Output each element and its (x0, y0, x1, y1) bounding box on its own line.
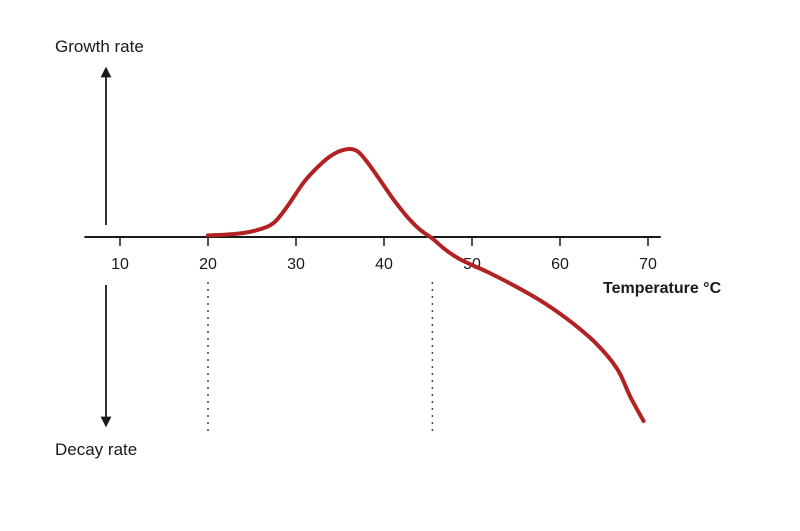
x-tick-label-10: 10 (111, 256, 129, 273)
series-line-0 (206, 146, 646, 423)
dotted-markers (207, 282, 434, 434)
x-tick-label-60: 60 (551, 256, 569, 273)
y-label-decay: Decay rate (55, 440, 137, 459)
x-tick-label-40: 40 (375, 256, 393, 273)
series-curves (206, 146, 646, 423)
x-tick-label-30: 30 (287, 256, 305, 273)
x-ticks: 10 20 30 40 50 60 70 (111, 237, 657, 273)
x-tick-label-20: 20 (199, 256, 217, 273)
axes (84, 66, 661, 428)
y-label-growth: Growth rate (55, 37, 144, 56)
x-axis-title: Temperature °C (603, 280, 722, 297)
x-tick-label-70: 70 (639, 256, 657, 273)
